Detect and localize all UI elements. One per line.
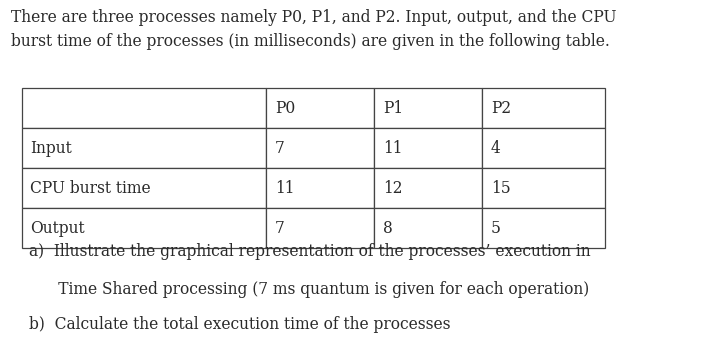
Text: P1: P1 (383, 100, 403, 117)
Text: burst time of the processes (in milliseconds) are given in the following table.: burst time of the processes (in millisec… (11, 33, 610, 50)
Text: 5: 5 (491, 220, 501, 237)
Bar (482, 208, 605, 248)
Text: b)  Calculate the total execution time of the processes: b) Calculate the total execution time of… (29, 316, 450, 333)
Bar (374, 128, 482, 168)
Text: 7: 7 (275, 220, 285, 237)
Text: Time Shared processing (7 ms quantum is given for each operation): Time Shared processing (7 ms quantum is … (29, 281, 589, 298)
Bar (482, 128, 605, 168)
Text: Output: Output (30, 220, 85, 237)
Bar (374, 88, 482, 128)
Text: 12: 12 (383, 180, 402, 197)
Bar (482, 88, 605, 128)
Text: 8: 8 (383, 220, 393, 237)
Bar (22, 208, 266, 248)
Text: 15: 15 (491, 180, 510, 197)
Bar (266, 128, 374, 168)
Text: Input: Input (30, 140, 72, 157)
Bar (482, 168, 605, 208)
Text: There are three processes namely P0, P1, and P2. Input, output, and the CPU: There are three processes namely P0, P1,… (11, 9, 616, 26)
Text: 4: 4 (491, 140, 501, 157)
Bar (266, 88, 374, 128)
Text: 11: 11 (383, 140, 402, 157)
Bar (374, 208, 482, 248)
Bar (266, 208, 374, 248)
Text: CPU burst time: CPU burst time (30, 180, 151, 197)
Text: 11: 11 (275, 180, 294, 197)
Text: P0: P0 (275, 100, 295, 117)
Text: a)  Illustrate the graphical representation of the processes’ execution in: a) Illustrate the graphical representati… (29, 243, 590, 260)
Text: 7: 7 (275, 140, 285, 157)
Bar (22, 128, 266, 168)
Bar (266, 168, 374, 208)
Bar (374, 168, 482, 208)
Bar (22, 88, 266, 128)
Bar (22, 168, 266, 208)
Text: P2: P2 (491, 100, 511, 117)
